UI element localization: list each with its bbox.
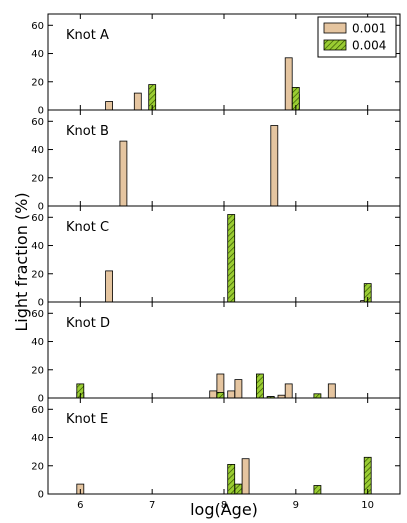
- y-axis-title: Light fraction (%): [12, 192, 31, 331]
- y-tick-label: 60: [31, 21, 44, 32]
- x-tick-label: 10: [361, 500, 374, 511]
- panel-knot-d: 0 20 40 60 Knot D: [31, 301, 401, 405]
- bar-0.001: [270, 125, 279, 207]
- bar-0.004: [363, 456, 372, 495]
- panel-label: Knot D: [66, 316, 110, 331]
- y-tick-label: 60: [31, 213, 44, 224]
- bar-0.001: [327, 383, 336, 399]
- y-tick-label: 40: [31, 337, 44, 348]
- x-tick-label: 7: [149, 500, 155, 511]
- panel-label: Knot B: [66, 124, 109, 139]
- x-tick-label: 6: [77, 500, 83, 511]
- bar-0.004: [255, 373, 264, 399]
- bar-0.004: [313, 393, 322, 399]
- panel-knot-c: 0 20 40 60 Knot C: [31, 205, 401, 309]
- y-tick-label: 0: [38, 202, 44, 213]
- panel-knot-b: 0 20 40 60 Knot B: [31, 109, 401, 213]
- y-tick-label: 0: [38, 394, 44, 405]
- y-tick-label: 40: [31, 49, 44, 60]
- y-tick-label: 20: [31, 461, 44, 472]
- y-tick-label: 0: [38, 106, 44, 117]
- x-axis-title: log(Age): [190, 500, 258, 519]
- y-tick-label: 60: [31, 117, 44, 128]
- y-tick-label: 20: [31, 77, 44, 88]
- bar-0.001: [241, 458, 250, 495]
- bar-0.001: [234, 379, 243, 399]
- bar-0.004: [234, 483, 243, 495]
- bar-0.001: [133, 92, 142, 111]
- y-tick-label: 60: [31, 405, 44, 416]
- bar-0.004: [313, 485, 322, 495]
- y-tick-label: 0: [38, 490, 44, 501]
- bar-0.001: [105, 270, 113, 303]
- y-tick-label: 40: [31, 241, 44, 252]
- bar-0.001: [284, 57, 293, 111]
- bar-0.001: [209, 390, 218, 399]
- panel-label: Knot E: [66, 412, 108, 427]
- panel-knot-e: 0 20 40 60 Knot E 6 7 8 9 10: [31, 397, 401, 511]
- panel-label: Knot C: [66, 220, 109, 235]
- y-tick-label: 40: [31, 145, 44, 156]
- bar-0.004: [227, 214, 236, 303]
- y-tick-label: 20: [31, 365, 44, 376]
- bar-0.001: [105, 101, 113, 111]
- y-tick-label: 20: [31, 173, 44, 184]
- y-tick-label: 40: [31, 433, 44, 444]
- legend-swatch: [323, 22, 347, 34]
- bar-0.001: [284, 383, 293, 399]
- legend-swatch: [323, 39, 347, 51]
- bar-0.004: [227, 463, 236, 495]
- y-tick-label: 20: [31, 269, 44, 280]
- bar-0.004: [216, 391, 225, 399]
- bar-0.001: [119, 140, 128, 207]
- y-tick-label: 60: [31, 309, 44, 320]
- x-tick-label: 8: [221, 500, 227, 511]
- y-tick-label: 0: [38, 298, 44, 309]
- legend-label: 0.004: [352, 39, 386, 53]
- panel-label: Knot A: [66, 28, 109, 43]
- legend-label: 0.001: [352, 22, 386, 36]
- bar-0.001: [227, 390, 236, 399]
- legend: 0.001 0.004: [317, 16, 397, 58]
- panel-knot-a: 0 20 40 60 Knot A 0.001 0.004: [31, 13, 401, 117]
- x-tick-label: 9: [293, 500, 299, 511]
